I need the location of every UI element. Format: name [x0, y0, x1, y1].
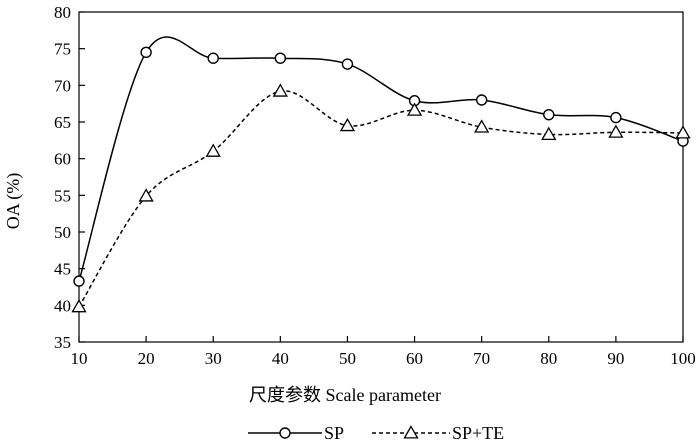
data-point [608, 124, 624, 138]
y-tick-label: 80 [54, 3, 71, 22]
data-point [475, 94, 488, 106]
legend-marker [279, 427, 291, 439]
data-point [675, 125, 691, 139]
x-tick-label: 80 [540, 349, 557, 368]
x-tick-label: 10 [71, 349, 88, 368]
series-line [78, 36, 684, 282]
legend-label: SP+TE [452, 423, 504, 443]
data-point [541, 126, 557, 140]
data-point [474, 119, 490, 133]
data-point [610, 111, 622, 124]
data-point [543, 108, 555, 121]
legend-item: SP [248, 423, 344, 443]
data-point [341, 58, 354, 70]
series-layer [71, 36, 691, 313]
data-point [140, 46, 152, 59]
data-point [138, 188, 154, 202]
legend-marker [403, 425, 419, 439]
data-point [71, 298, 87, 313]
x-tick-label: 90 [607, 349, 624, 368]
x-axis-title: 尺度参数 Scale parameter [249, 385, 441, 405]
x-tick-label: 40 [272, 349, 289, 368]
y-tick-label: 75 [54, 40, 71, 59]
x-tick-label: 30 [205, 349, 222, 368]
x-tick-label: 20 [138, 349, 155, 368]
plot-frame [78, 11, 684, 343]
x-tick-label: 60 [406, 349, 423, 368]
series-sp [73, 36, 689, 287]
x-tick-label: 100 [670, 349, 696, 368]
axes: 35 40 45 50 55 60 65 70 75 80 10 20 30 40 50 60 70 80 90 10… [54, 3, 696, 368]
data-point [73, 275, 85, 287]
data-point [406, 102, 423, 116]
y-tick-label: 70 [54, 76, 71, 95]
legend: SP SP+TE [248, 423, 504, 443]
x-tick-label: 70 [473, 349, 490, 368]
x-tick-label: 50 [339, 349, 356, 368]
y-axis-title: OA (%) [3, 173, 24, 230]
y-tick-label: 65 [54, 113, 71, 132]
y-tick-label: 35 [54, 333, 71, 352]
y-tick-label: 55 [54, 186, 71, 205]
y-tick-label: 45 [54, 260, 71, 279]
y-tick-label: 40 [54, 296, 71, 315]
legend-label: SP [324, 423, 344, 443]
y-tick-label: 60 [54, 150, 71, 169]
data-point [205, 143, 221, 157]
data-point [272, 83, 288, 97]
series-line [78, 90, 684, 308]
y-tick-label: 50 [54, 223, 71, 242]
legend-item: SP+TE [372, 423, 504, 443]
data-point [274, 52, 287, 64]
data-point [339, 117, 356, 132]
data-point [207, 52, 219, 64]
series-sp-te [71, 83, 691, 313]
